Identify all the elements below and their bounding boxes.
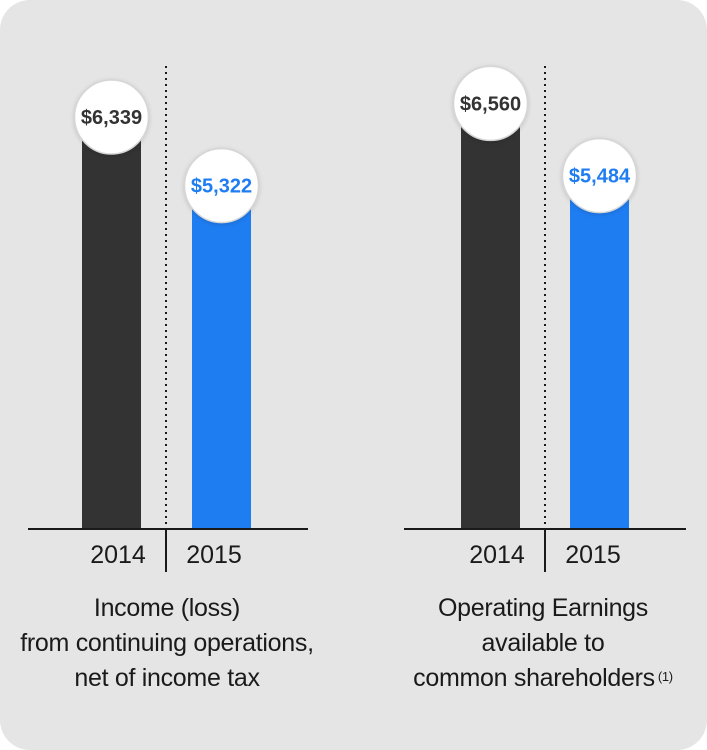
panel-income-chart: $6,339 $5,322 2014 2015 [28, 66, 308, 572]
caption-line: common shareholders (1) [378, 661, 707, 696]
panel-operating-earnings-chart: $6,560 $5,484 2014 2015 [404, 65, 686, 572]
category-label-2014: 2014 [90, 541, 146, 569]
category-label-2015: 2015 [186, 541, 242, 569]
value-bubble-2015 [183, 147, 260, 224]
caption-line: Operating Earnings [437, 594, 648, 622]
value-bubble-2014 [73, 79, 150, 155]
bar-2014 [82, 139, 141, 529]
value-label-2015: $5,322 [191, 176, 252, 198]
chart-caption-income: Income (loss) from continuing operations… [2, 591, 332, 696]
chart-caption-operating-earnings: Operating Earnings available to common s… [378, 591, 707, 696]
caption-line: net of income tax [74, 664, 260, 692]
bar-2014 [461, 125, 520, 529]
caption-line: from continuing operations, [20, 629, 314, 657]
value-label-2015: $5,484 [569, 166, 631, 188]
footnote-marker: (1) [657, 669, 673, 684]
bar-2015 [192, 201, 251, 529]
value-bubble-2014 [452, 65, 529, 142]
caption-line-text: common shareholders [413, 664, 655, 692]
bar-2015 [570, 191, 629, 529]
category-label-2015: 2015 [565, 541, 621, 569]
value-label-2014: $6,560 [460, 93, 521, 115]
value-label-2014: $6,339 [81, 107, 142, 129]
value-bubble-2015 [561, 137, 638, 214]
caption-line: available to [481, 629, 605, 657]
caption-line: Income (loss) [93, 594, 241, 622]
category-label-2014: 2014 [469, 541, 525, 569]
